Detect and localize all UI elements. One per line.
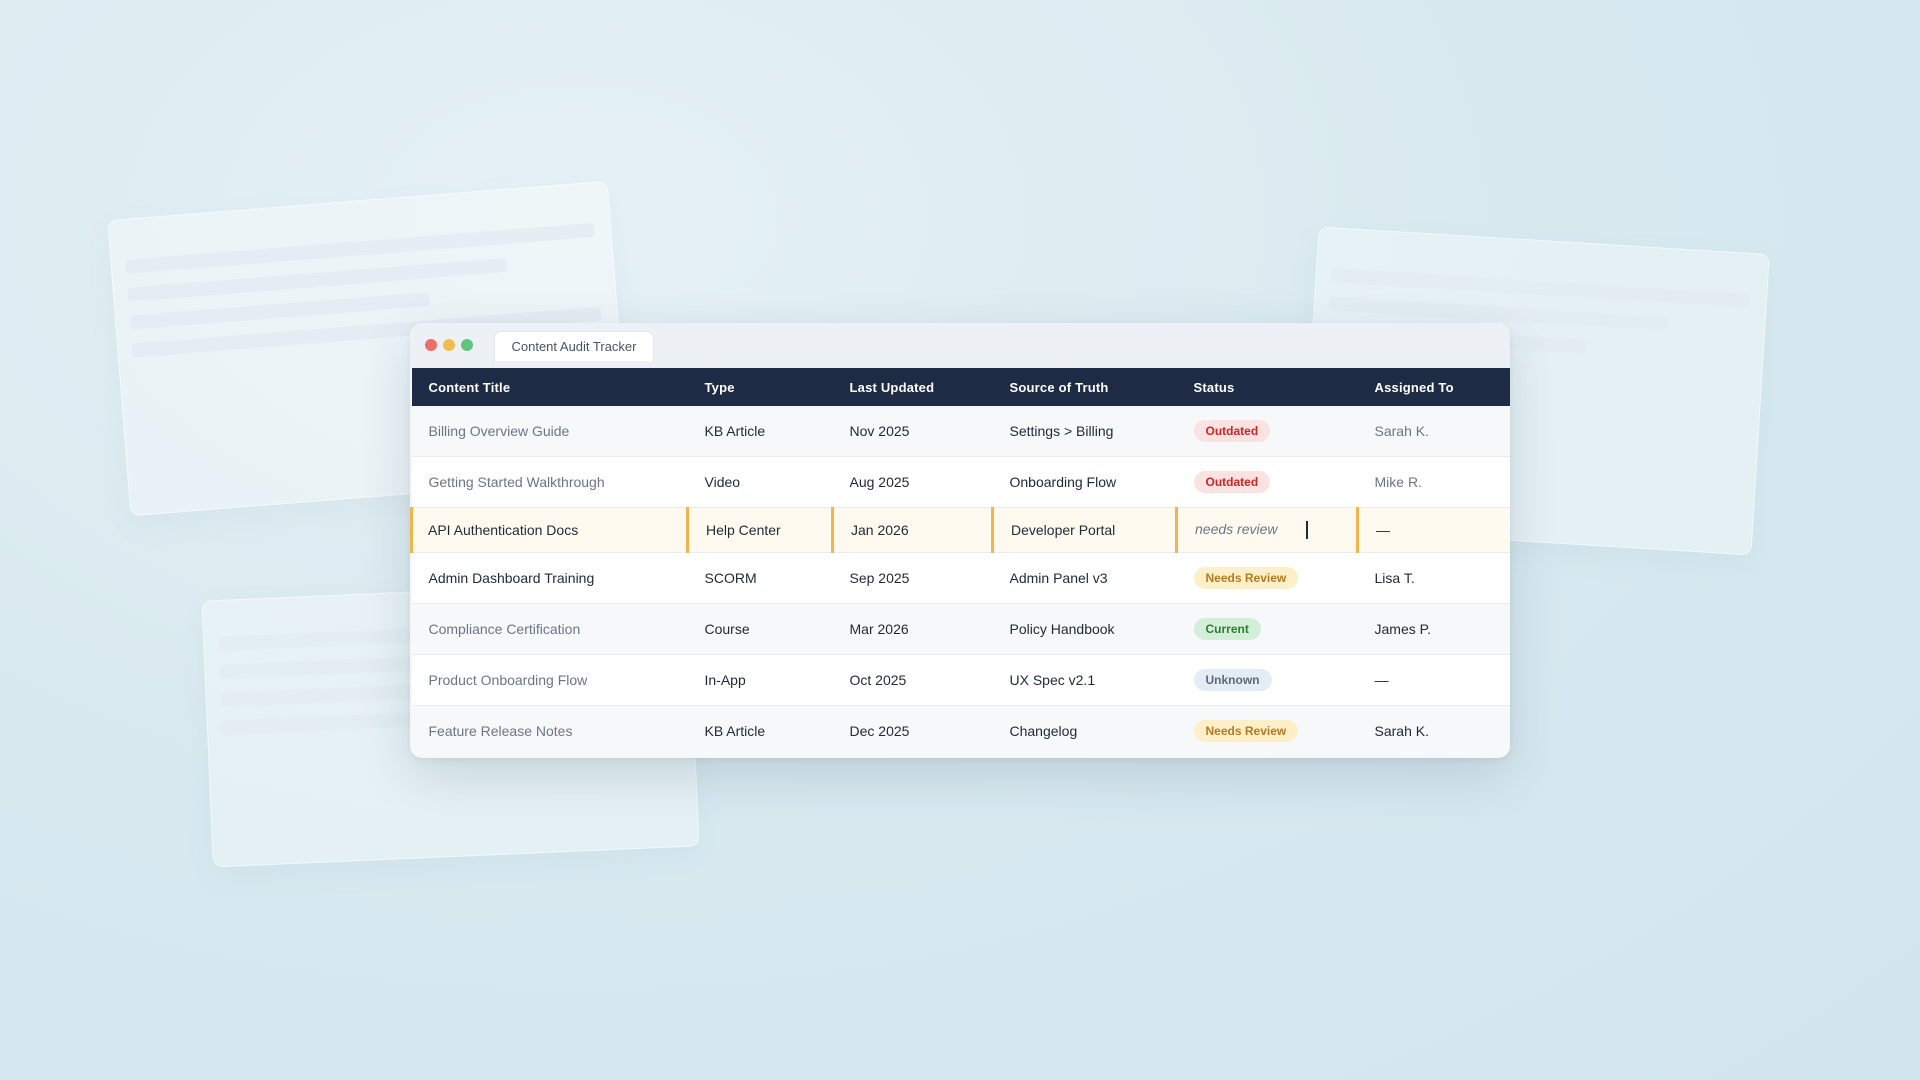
cell-title[interactable]: Compliance Certification <box>411 603 688 655</box>
status-badge: Needs Review <box>1193 567 1299 589</box>
cell-status[interactable]: Outdated <box>1176 406 1358 457</box>
cell-status[interactable]: Current <box>1176 603 1358 655</box>
title-bar: Content Audit Tracker <box>410 323 1510 368</box>
cell-last-updated[interactable]: Jan 2026 <box>832 507 994 553</box>
cell-source[interactable]: Admin Panel v3 <box>992 552 1177 604</box>
cell-last-updated[interactable]: Aug 2025 <box>832 456 993 508</box>
column-header-status[interactable]: Status <box>1176 368 1358 406</box>
cell-last-updated[interactable]: Nov 2025 <box>832 406 993 457</box>
column-header-source-of-truth[interactable]: Source of Truth <box>992 368 1177 406</box>
cell-status[interactable]: Outdated <box>1176 456 1358 508</box>
cell-type[interactable]: KB Article <box>687 705 833 756</box>
status-badge: Unknown <box>1193 669 1272 691</box>
table-row-editing[interactable]: API Authentication Docs Help Center Jan … <box>410 507 1510 553</box>
table-row[interactable]: Billing Overview Guide KB Article Nov 20… <box>411 406 1510 457</box>
text-cursor <box>1305 521 1308 540</box>
cell-source[interactable]: Changelog <box>992 705 1177 756</box>
cell-source[interactable]: Developer Portal <box>992 507 1178 553</box>
cell-last-updated[interactable]: Oct 2025 <box>832 654 993 706</box>
status-badge: Needs Review <box>1193 720 1299 742</box>
cell-title[interactable]: Admin Dashboard Training <box>411 552 688 604</box>
cell-source[interactable]: Policy Handbook <box>992 603 1177 655</box>
cell-assigned[interactable]: — <box>1357 507 1510 553</box>
cell-assigned[interactable]: Lisa T. <box>1357 552 1510 604</box>
cell-status[interactable]: Needs Review <box>1176 705 1358 756</box>
cell-assigned[interactable]: — <box>1357 654 1510 706</box>
status-badge: Outdated <box>1193 471 1271 493</box>
cell-type[interactable]: KB Article <box>687 406 833 457</box>
table-row[interactable]: Getting Started Walkthrough Video Aug 20… <box>411 456 1510 508</box>
table-row[interactable]: Feature Release Notes KB Article Dec 202… <box>411 705 1510 756</box>
cell-type[interactable]: In-App <box>687 654 833 706</box>
cell-last-updated[interactable]: Mar 2026 <box>832 603 993 655</box>
cell-type[interactable]: Course <box>687 603 833 655</box>
cell-type[interactable]: Video <box>687 456 833 508</box>
cell-source[interactable]: UX Spec v2.1 <box>992 654 1177 706</box>
cell-status[interactable]: Needs Review <box>1176 552 1358 604</box>
cell-assigned[interactable]: Mike R. <box>1357 456 1510 508</box>
cell-status[interactable]: Unknown <box>1176 654 1358 706</box>
column-header-last-updated[interactable]: Last Updated <box>832 368 993 406</box>
cell-assigned[interactable]: Sarah K. <box>1357 406 1510 457</box>
cell-title[interactable]: Getting Started Walkthrough <box>411 456 688 508</box>
audit-tracker-window: Content Audit Tracker Content Title Type… <box>410 323 1510 758</box>
column-header-type[interactable]: Type <box>687 368 833 406</box>
cell-last-updated[interactable]: Sep 2025 <box>832 552 993 604</box>
cell-source[interactable]: Onboarding Flow <box>992 456 1177 508</box>
tab-content-audit-tracker[interactable]: Content Audit Tracker <box>494 331 654 361</box>
column-header-content-title[interactable]: Content Title <box>411 368 688 406</box>
close-window-button[interactable] <box>425 339 437 351</box>
cell-title[interactable]: Feature Release Notes <box>411 705 688 756</box>
content-audit-table: Content Title Type Last Updated Source o… <box>410 368 1510 756</box>
cell-assigned[interactable]: Sarah K. <box>1357 705 1510 756</box>
cell-source[interactable]: Settings > Billing <box>992 406 1177 457</box>
maximize-window-button[interactable] <box>461 339 473 351</box>
cell-type[interactable]: Help Center <box>687 507 834 553</box>
minimize-window-button[interactable] <box>443 339 455 351</box>
cell-type[interactable]: SCORM <box>687 552 833 604</box>
status-badge: Outdated <box>1193 420 1271 442</box>
cell-assigned[interactable]: James P. <box>1357 603 1510 655</box>
status-badge: Current <box>1193 618 1261 640</box>
table-row[interactable]: Admin Dashboard Training SCORM Sep 2025 … <box>411 552 1510 604</box>
cell-title[interactable]: Product Onboarding Flow <box>411 654 688 706</box>
table-row[interactable]: Compliance Certification Course Mar 2026… <box>411 603 1510 655</box>
cell-title[interactable]: Billing Overview Guide <box>411 406 688 457</box>
column-header-assigned-to[interactable]: Assigned To <box>1357 368 1510 406</box>
status-edit-field[interactable]: needs review <box>1176 507 1359 553</box>
status-edit-text: needs review <box>1195 520 1278 537</box>
cell-title[interactable]: API Authentication Docs <box>410 507 689 553</box>
cell-last-updated[interactable]: Dec 2025 <box>832 705 993 756</box>
table-header-row: Content Title Type Last Updated Source o… <box>411 368 1510 406</box>
table-row[interactable]: Product Onboarding Flow In-App Oct 2025 … <box>411 654 1510 706</box>
